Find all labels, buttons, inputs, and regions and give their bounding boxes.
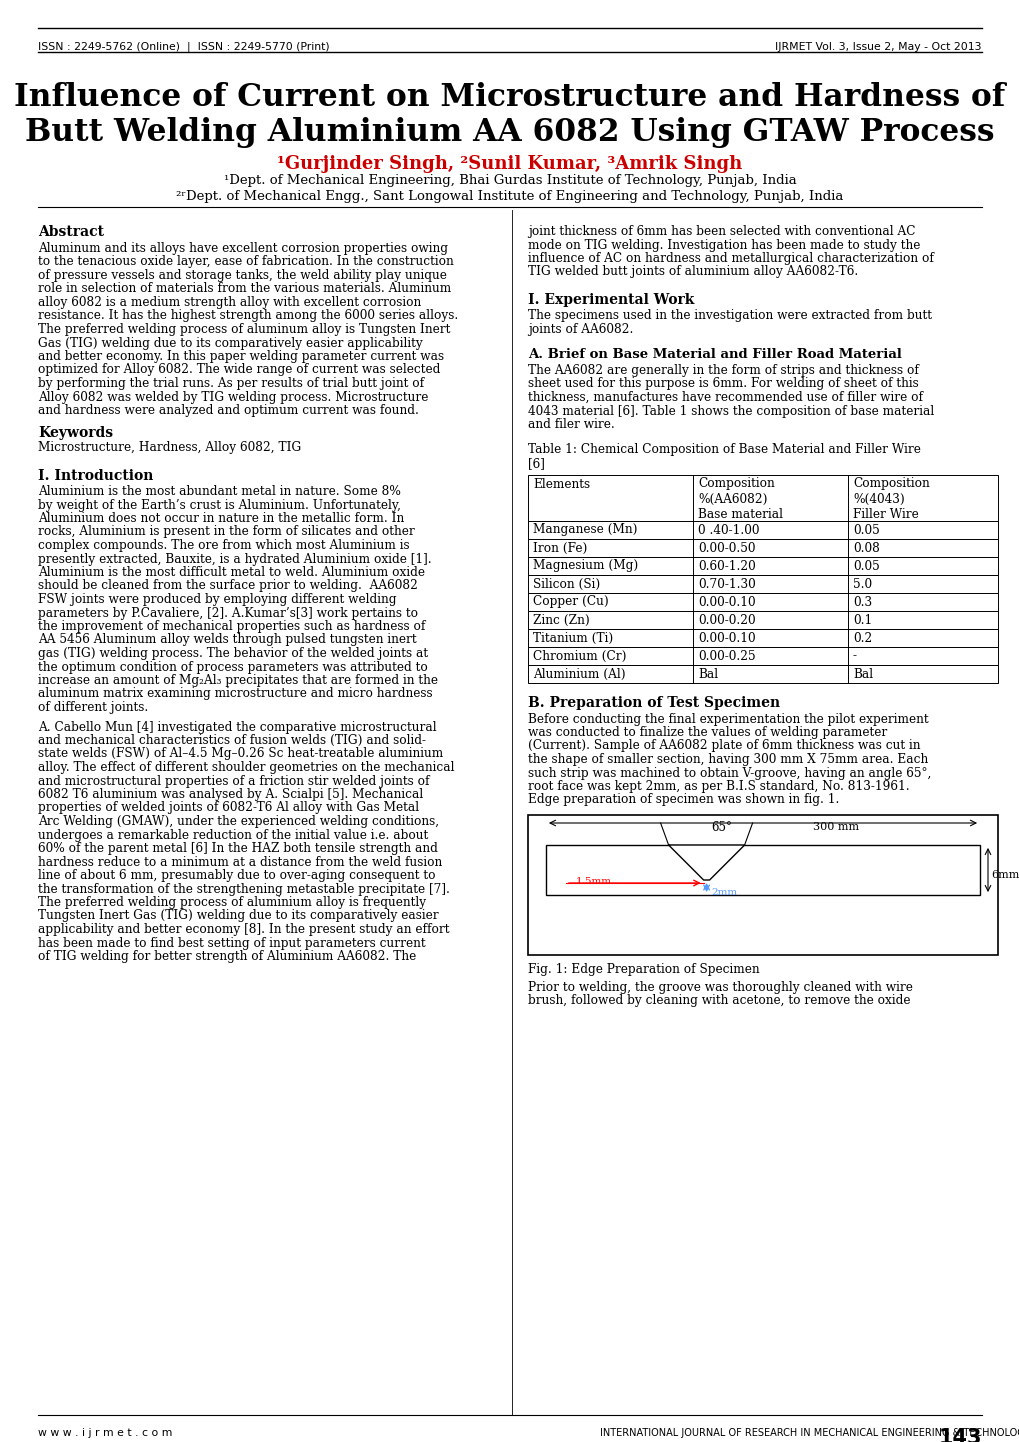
Text: Bal: Bal	[697, 668, 717, 681]
Text: Table 1: Chemical Composition of Base Material and Filler Wire: Table 1: Chemical Composition of Base Ma…	[528, 444, 920, 457]
Text: and hardness were analyzed and optimum current was found.: and hardness were analyzed and optimum c…	[38, 404, 419, 417]
Text: 143: 143	[937, 1428, 981, 1442]
Text: parameters by P.Cavaliere, [2]. A.Kumar’s[3] work pertains to: parameters by P.Cavaliere, [2]. A.Kumar’…	[38, 607, 418, 620]
Text: ¹Gurjinder Singh, ²Sunil Kumar, ³Amrik Singh: ¹Gurjinder Singh, ²Sunil Kumar, ³Amrik S…	[277, 154, 742, 173]
Bar	[528, 665, 997, 682]
Text: Gas (TIG) welding due to its comparatively easier applicability: Gas (TIG) welding due to its comparative…	[38, 336, 422, 349]
Text: [6]: [6]	[528, 457, 544, 470]
Text: 0.2: 0.2	[852, 632, 871, 645]
Text: of TIG welding for better strength of Aluminium AA6082. The: of TIG welding for better strength of Al…	[38, 950, 416, 963]
Text: A. Brief on Base Material and Filler Road Material: A. Brief on Base Material and Filler Roa…	[528, 348, 901, 360]
Text: the optimum condition of process parameters was attributed to: the optimum condition of process paramet…	[38, 660, 427, 673]
Text: 0.00-0.10: 0.00-0.10	[697, 632, 755, 645]
Text: Titanium (Ti): Titanium (Ti)	[533, 632, 612, 645]
Text: 0.3: 0.3	[852, 596, 871, 609]
Bar	[528, 593, 997, 610]
Text: 0.1: 0.1	[852, 613, 871, 626]
Text: brush, followed by cleaning with acetone, to remove the oxide: brush, followed by cleaning with acetone…	[528, 994, 910, 1007]
Text: alloy 6082 is a medium strength alloy with excellent corrosion: alloy 6082 is a medium strength alloy wi…	[38, 296, 421, 309]
Text: FSW joints were produced by employing different welding: FSW joints were produced by employing di…	[38, 593, 396, 606]
Text: AA 5456 Aluminum alloy welds through pulsed tungsten inert: AA 5456 Aluminum alloy welds through pul…	[38, 633, 416, 646]
Bar	[528, 646, 997, 665]
Text: such strip was machined to obtain V-groove, having an angle 65°,: such strip was machined to obtain V-groo…	[528, 767, 930, 780]
Text: The AA6082 are generally in the form of strips and thickness of: The AA6082 are generally in the form of …	[528, 363, 918, 376]
Text: Tungsten Inert Gas (TIG) welding due to its comparatively easier: Tungsten Inert Gas (TIG) welding due to …	[38, 910, 438, 923]
Text: rocks, Aluminium is present in the form of silicates and other: rocks, Aluminium is present in the form …	[38, 525, 415, 538]
Text: The preferred welding process of aluminium alloy is frequently: The preferred welding process of alumini…	[38, 895, 426, 908]
Text: and better economy. In this paper welding parameter current was: and better economy. In this paper weldin…	[38, 350, 443, 363]
Text: I. Experimental Work: I. Experimental Work	[528, 293, 694, 307]
Text: Aluminium (Al): Aluminium (Al)	[533, 668, 625, 681]
Text: root face was kept 2mm, as per B.I.S standard, No. 813-1961.: root face was kept 2mm, as per B.I.S sta…	[528, 780, 909, 793]
Text: 6mm: 6mm	[990, 870, 1018, 880]
Text: 5.0: 5.0	[852, 577, 871, 591]
Text: Prior to welding, the groove was thoroughly cleaned with wire: Prior to welding, the groove was thoroug…	[528, 981, 912, 994]
Text: mode on TIG welding. Investigation has been made to study the: mode on TIG welding. Investigation has b…	[528, 238, 919, 251]
Text: Fig. 1: Edge Preparation of Specimen: Fig. 1: Edge Preparation of Specimen	[528, 963, 759, 976]
Text: was conducted to finalize the values of welding parameter: was conducted to finalize the values of …	[528, 725, 887, 738]
Text: Bal: Bal	[852, 668, 872, 681]
Text: Edge preparation of specimen was shown in fig. 1.: Edge preparation of specimen was shown i…	[528, 793, 839, 806]
Text: I. Introduction: I. Introduction	[38, 469, 153, 483]
Text: Influence of Current on Microstructure and Hardness of: Influence of Current on Microstructure a…	[14, 82, 1005, 112]
Text: complex compounds. The ore from which most Aluminium is: complex compounds. The ore from which mo…	[38, 539, 410, 552]
Text: by performing the trial runs. As per results of trial butt joint of: by performing the trial runs. As per res…	[38, 376, 424, 389]
Text: 1.5mm: 1.5mm	[576, 877, 611, 885]
Text: increase an amount of Mg₂Al₃ precipitates that are formed in the: increase an amount of Mg₂Al₃ precipitate…	[38, 673, 437, 686]
Text: resistance. It has the highest strength among the 6000 series alloys.: resistance. It has the highest strength …	[38, 310, 458, 323]
Text: Iron (Fe): Iron (Fe)	[533, 542, 587, 555]
Text: ISSN : 2249-5762 (Online)  |  ISSN : 2249-5770 (Print): ISSN : 2249-5762 (Online) | ISSN : 2249-…	[38, 42, 329, 52]
Text: hardness reduce to a minimum at a distance from the weld fusion: hardness reduce to a minimum at a distan…	[38, 855, 442, 868]
Text: and mechanical characteristics of fusion welds (TIG) and solid-: and mechanical characteristics of fusion…	[38, 734, 426, 747]
Text: 0.60-1.20: 0.60-1.20	[697, 559, 755, 572]
Text: 0.08: 0.08	[852, 542, 879, 555]
Text: Aluminium does not occur in nature in the metallic form. In: Aluminium does not occur in nature in th…	[38, 512, 404, 525]
Text: of pressure vessels and storage tanks, the weld ability play unique: of pressure vessels and storage tanks, t…	[38, 270, 446, 283]
Text: (Current). Sample of AA6082 plate of 6mm thickness was cut in: (Current). Sample of AA6082 plate of 6mm…	[528, 740, 919, 753]
Bar	[528, 538, 997, 557]
Text: The specimens used in the investigation were extracted from butt: The specimens used in the investigation …	[528, 309, 931, 322]
Text: INTERNATIONAL JOURNAL OF RESEARCH IN MECHANICAL ENGINEERING & TECHNOLOGY: INTERNATIONAL JOURNAL OF RESEARCH IN MEC…	[599, 1428, 1019, 1438]
Text: the transformation of the strengthening metastable precipitate [7].: the transformation of the strengthening …	[38, 883, 449, 895]
Text: Before conducting the final experimentation the pilot experiment: Before conducting the final experimentat…	[528, 712, 927, 725]
Text: B. Preparation of Test Specimen: B. Preparation of Test Specimen	[528, 696, 780, 711]
Text: gas (TIG) welding process. The behavior of the welded joints at: gas (TIG) welding process. The behavior …	[38, 647, 428, 660]
Text: 6082 T6 aluminium was analysed by A. Scialpi [5]. Mechanical: 6082 T6 aluminium was analysed by A. Sci…	[38, 787, 423, 800]
Text: should be cleaned from the surface prior to welding.  AA6082: should be cleaned from the surface prior…	[38, 580, 418, 593]
Text: Microstructure, Hardness, Alloy 6082, TIG: Microstructure, Hardness, Alloy 6082, TI…	[38, 441, 301, 454]
Text: Magnesium (Mg): Magnesium (Mg)	[533, 559, 638, 572]
Text: 0.00-0.10: 0.00-0.10	[697, 596, 755, 609]
Text: to the tenacious oxide layer, ease of fabrication. In the construction: to the tenacious oxide layer, ease of fa…	[38, 255, 453, 268]
Text: 60% of the parent metal [6] In the HAZ both tensile strength and: 60% of the parent metal [6] In the HAZ b…	[38, 842, 437, 855]
Text: and filer wire.: and filer wire.	[528, 418, 614, 431]
Text: joints of AA6082.: joints of AA6082.	[528, 323, 633, 336]
Text: Arc Welding (GMAW), under the experienced welding conditions,: Arc Welding (GMAW), under the experience…	[38, 815, 439, 828]
Text: Silicon (Si): Silicon (Si)	[533, 577, 599, 591]
Text: 0.00-0.50: 0.00-0.50	[697, 542, 755, 555]
Text: 0.05: 0.05	[852, 523, 878, 536]
Text: alloy. The effect of different shoulder geometries on the mechanical: alloy. The effect of different shoulder …	[38, 761, 454, 774]
Text: Butt Welding Aluminium AA 6082 Using GTAW Process: Butt Welding Aluminium AA 6082 Using GTA…	[25, 117, 994, 149]
Text: Abstract: Abstract	[38, 225, 104, 239]
Polygon shape	[667, 845, 744, 880]
Bar	[528, 557, 997, 574]
Text: Composition
%(AA6082)
Base material: Composition %(AA6082) Base material	[697, 477, 783, 521]
Bar	[528, 610, 997, 629]
Text: Manganese (Mn): Manganese (Mn)	[533, 523, 637, 536]
Text: 65°: 65°	[711, 820, 732, 833]
Text: has been made to find best setting of input parameters current: has been made to find best setting of in…	[38, 936, 425, 949]
Text: The preferred welding process of aluminum alloy is Tungsten Inert: The preferred welding process of aluminu…	[38, 323, 450, 336]
Text: by weight of the Earth’s crust is Aluminium. Unfortunately,: by weight of the Earth’s crust is Alumin…	[38, 499, 400, 512]
Text: 0.00-0.20: 0.00-0.20	[697, 613, 755, 626]
Text: Chromium (Cr): Chromium (Cr)	[533, 649, 626, 662]
Bar	[528, 521, 997, 538]
Text: Aluminum and its alloys have excellent corrosion properties owing: Aluminum and its alloys have excellent c…	[38, 242, 447, 255]
Text: state welds (FSW) of Al–4.5 Mg–0.26 Sc heat-treatable aluminium: state welds (FSW) of Al–4.5 Mg–0.26 Sc h…	[38, 747, 443, 760]
Text: the shape of smaller section, having 300 mm X 75mm area. Each: the shape of smaller section, having 300…	[528, 753, 927, 766]
Text: properties of welded joints of 6082-T6 Al alloy with Gas Metal: properties of welded joints of 6082-T6 A…	[38, 802, 419, 815]
Text: aluminum matrix examining microstructure and micro hardness: aluminum matrix examining microstructure…	[38, 688, 432, 701]
Text: and microstructural properties of a friction stir welded joints of: and microstructural properties of a fric…	[38, 774, 429, 787]
Text: Keywords: Keywords	[38, 425, 113, 440]
Text: optimized for Alloy 6082. The wide range of current was selected: optimized for Alloy 6082. The wide range…	[38, 363, 440, 376]
Text: the improvement of mechanical properties such as hardness of: the improvement of mechanical properties…	[38, 620, 425, 633]
